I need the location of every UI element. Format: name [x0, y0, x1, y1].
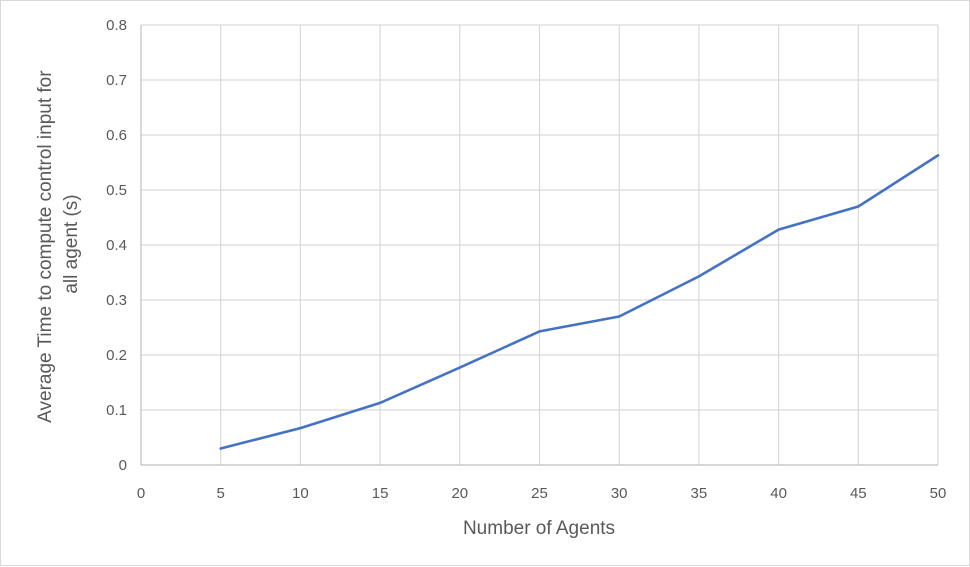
x-tick-label: 20 [451, 485, 468, 502]
x-tick-label: 15 [372, 485, 389, 502]
y-tick-label: 0.7 [106, 72, 127, 89]
y-axis-title-line-2: all agent (s) [61, 194, 82, 293]
x-tick-label: 30 [611, 485, 628, 502]
y-tick-label: 0 [119, 457, 127, 474]
series-layer [221, 155, 938, 448]
x-tick-label: 5 [217, 485, 225, 502]
tick-layer: 0 0.1 0.2 0.3 0.4 0.5 0.6 0.7 0.8 0 5 10 15 20 25 30 35 4… [106, 17, 946, 502]
x-tick-label: 40 [770, 485, 787, 502]
x-axis-title: Number of Agents [463, 518, 615, 539]
y-tick-label: 0.5 [106, 182, 127, 199]
y-tick-label: 0.2 [106, 347, 127, 364]
y-tick-label: 0.1 [106, 402, 127, 419]
y-tick-label: 0.6 [106, 127, 127, 144]
x-tick-label: 35 [691, 485, 708, 502]
y-axis-title: Average Time to compute control input fo… [35, 65, 82, 423]
y-tick-label: 0.8 [106, 17, 127, 34]
x-tick-label: 45 [850, 485, 867, 502]
x-tick-label: 0 [137, 485, 145, 502]
x-tick-label: 10 [292, 485, 309, 502]
x-tick-label: 50 [930, 485, 947, 502]
y-tick-label: 0.4 [106, 237, 127, 254]
y-tick-label: 0.3 [106, 292, 127, 309]
y-axis-title-line-1: Average Time to compute control input fo… [35, 70, 56, 423]
series-line [221, 155, 938, 448]
x-tick-label: 25 [531, 485, 548, 502]
grid-layer [141, 25, 938, 465]
